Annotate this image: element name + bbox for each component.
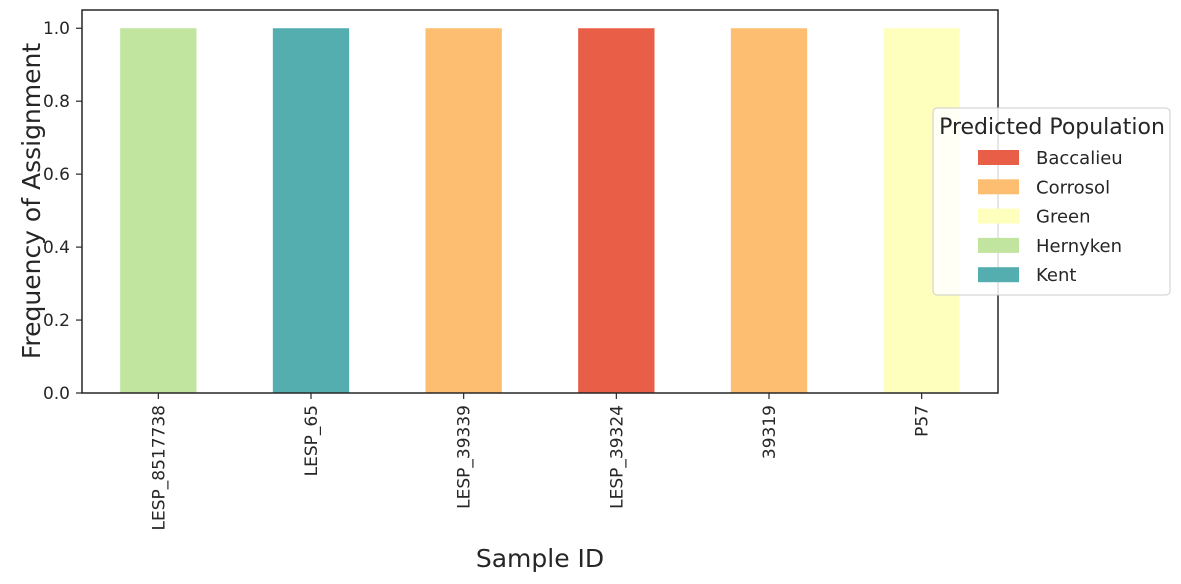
legend-title: Predicted Population [939,115,1165,140]
y-tick-label: 0.4 [43,238,70,258]
y-tick-label: 0.8 [43,92,70,112]
y-axis: 0.0 0.2 0.4 0.6 0.8 1.0 [43,19,82,404]
legend-swatch-baccalieu [978,150,1019,165]
y-tick-label: 1.0 [43,19,70,39]
y-axis-label: Frequency of Assignment [17,43,46,360]
legend-swatch-hernyken [978,237,1019,253]
x-tick-label: LESP_65 [302,405,322,476]
bar-corrosol-lesp-39339 [425,28,502,393]
y-tick-label: 0.6 [43,165,70,185]
bar-baccalieu-lesp-39324 [578,28,655,393]
x-axis-label: Sample ID [476,544,604,573]
x-tick-label: LESP_39339 [455,405,475,509]
legend-label-hernyken: Hernyken [1036,236,1122,257]
legend-label-baccalieu: Baccalieu [1036,148,1123,169]
plot-frame [81,9,999,394]
bars-layer [120,28,960,393]
bar-hernyken-lesp-8517738 [120,28,197,393]
y-tick-label: 0.2 [43,311,70,331]
bar-corrosol-39319 [730,28,808,393]
legend: Predicted Population Baccalieu Corrosol Gr… [932,107,1171,296]
legend-items: Baccalieu Corrosol Green Hernyken Kent [978,148,1123,286]
x-tick-label: LESP_8517738 [149,405,169,530]
legend-swatch-corrosol [978,179,1019,195]
x-tick-label: 39319 [760,405,780,459]
legend-label-green: Green [1036,207,1091,228]
y-tick-label: 0.0 [43,384,70,404]
x-tick-label: P57 [913,405,933,437]
legend-swatch-kent [978,267,1019,283]
x-tick-label: LESP_39324 [607,405,627,509]
legend-label-kent: Kent [1036,265,1076,286]
legend-swatch-green [978,208,1019,224]
legend-label-corrosol: Corrosol [1036,177,1110,198]
x-axis: LESP_8517738 LESP_65 LESP_39339 LESP_39324 3… [149,393,933,530]
bar-kent-lesp-65 [272,28,350,393]
